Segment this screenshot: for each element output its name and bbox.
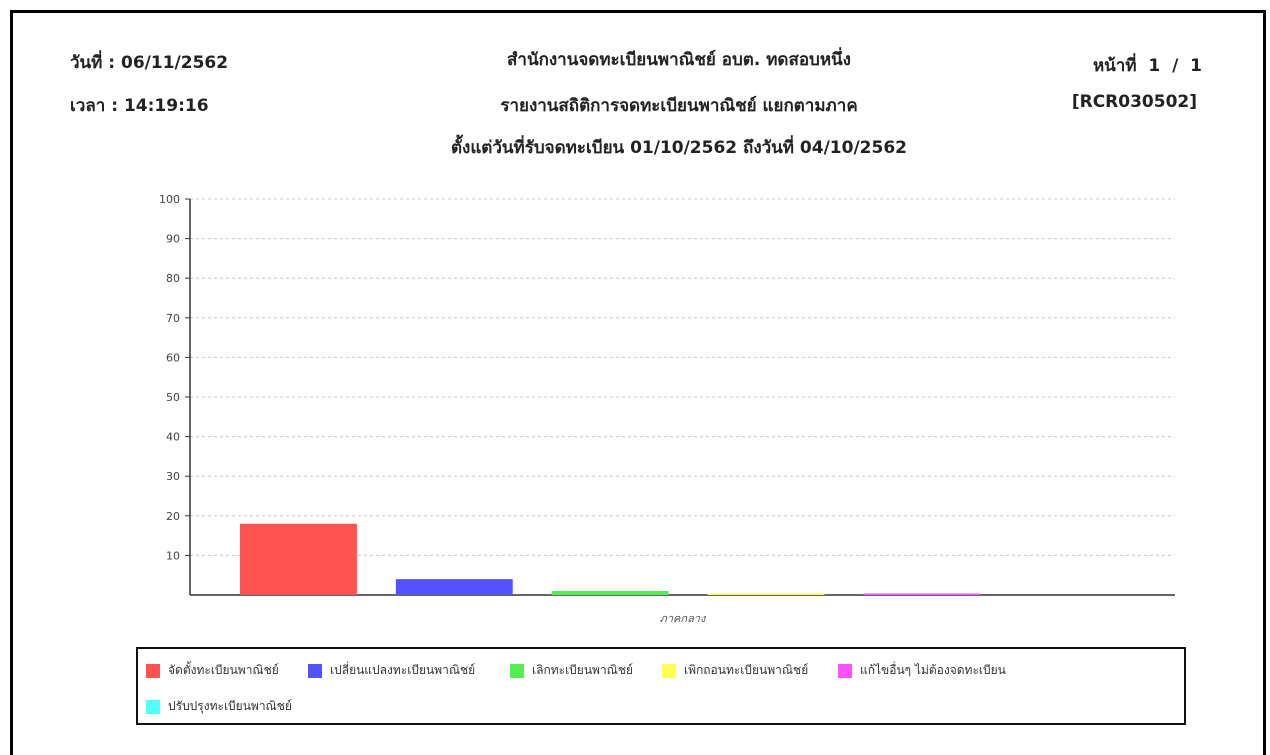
legend-item: ปรับปรุงทะเบียนพาณิชย์ — [146, 697, 292, 716]
y-tick-label: 30 — [166, 470, 180, 483]
bar-1 — [240, 523, 357, 595]
y-tick-label: 80 — [166, 272, 180, 285]
legend-item: จัดตั้งทะเบียนพาณิชย์ — [146, 661, 279, 680]
org-title: สำนักงานจดทะเบียนพาณิชย์ อบต. ทดสอบหนึ่ง — [507, 50, 851, 70]
page-total: 1 — [1190, 56, 1202, 76]
legend-swatch — [146, 699, 160, 714]
legend-label: ปรับปรุงทะเบียนพาณิชย์ — [168, 699, 292, 713]
y-tick-label: 10 — [166, 549, 180, 562]
legend-swatch — [838, 663, 852, 678]
y-tick-label: 70 — [166, 312, 180, 325]
legend-swatch — [662, 663, 676, 678]
page-separator: / — [1172, 56, 1179, 76]
legend-label: เพิกถอนทะเบียนพาณิชย์ — [684, 663, 809, 677]
bar-5 — [863, 593, 981, 595]
y-tick-label: 60 — [166, 351, 180, 364]
report-code: [RCR030502] — [1071, 92, 1197, 112]
legend-label: แก้ไขอื่นๆ ไม่ต้องจดทะเบียน — [860, 663, 1006, 677]
bar-4 — [707, 593, 825, 595]
time-label: เวลา : — [70, 96, 119, 116]
legend-swatch — [308, 663, 322, 678]
bar-3 — [551, 591, 669, 595]
legend-swatch — [146, 663, 160, 678]
legend-item: แก้ไขอื่นๆ ไม่ต้องจดทะเบียน — [838, 661, 1006, 680]
report-title: รายงานสถิติการจดทะเบียนพาณิชย์ แยกตามภาค — [500, 96, 858, 116]
x-category-label: ภาคกลาง — [660, 612, 707, 625]
page-current: 1 — [1148, 56, 1161, 76]
legend-item: เปลี่ยนแปลงทะเบียนพาณิชย์ — [308, 661, 475, 680]
report-frame — [10, 10, 1266, 755]
y-tick-label: 50 — [166, 391, 180, 404]
legend-item: เพิกถอนทะเบียนพาณิชย์ — [662, 661, 808, 680]
page-number: หน้าที่ 1 / 1 — [1093, 52, 1202, 79]
date-label: วันที่ : — [70, 53, 116, 73]
legend-label: จัดตั้งทะเบียนพาณิชย์ — [168, 663, 279, 677]
y-tick-label: 100 — [159, 193, 180, 206]
y-tick-label: 40 — [166, 431, 180, 444]
date-range: ตั้งแต่วันที่รับจดทะเบียน 01/10/2562 ถึง… — [451, 138, 907, 158]
legend-swatch — [510, 663, 524, 678]
print-date: วันที่ : 06/11/2562 — [70, 49, 228, 76]
print-time: เวลา : 14:19:16 — [70, 92, 209, 119]
bar-2 — [395, 579, 513, 595]
legend-item: เลิกทะเบียนพาณิชย์ — [510, 661, 633, 680]
legend-label: เปลี่ยนแปลงทะเบียนพาณิชย์ — [330, 663, 476, 677]
y-tick-label: 90 — [166, 233, 180, 246]
y-tick-label: 20 — [166, 510, 180, 523]
page-label: หน้าที่ — [1092, 56, 1137, 76]
time-value: 14:19:16 — [123, 96, 209, 116]
legend-label: เลิกทะเบียนพาณิชย์ — [532, 663, 633, 677]
date-value: 06/11/2562 — [121, 53, 229, 73]
chart-legend: จัดตั้งทะเบียนพาณิชย์ เปลี่ยนแปลงทะเบียนพ… — [136, 647, 1186, 725]
